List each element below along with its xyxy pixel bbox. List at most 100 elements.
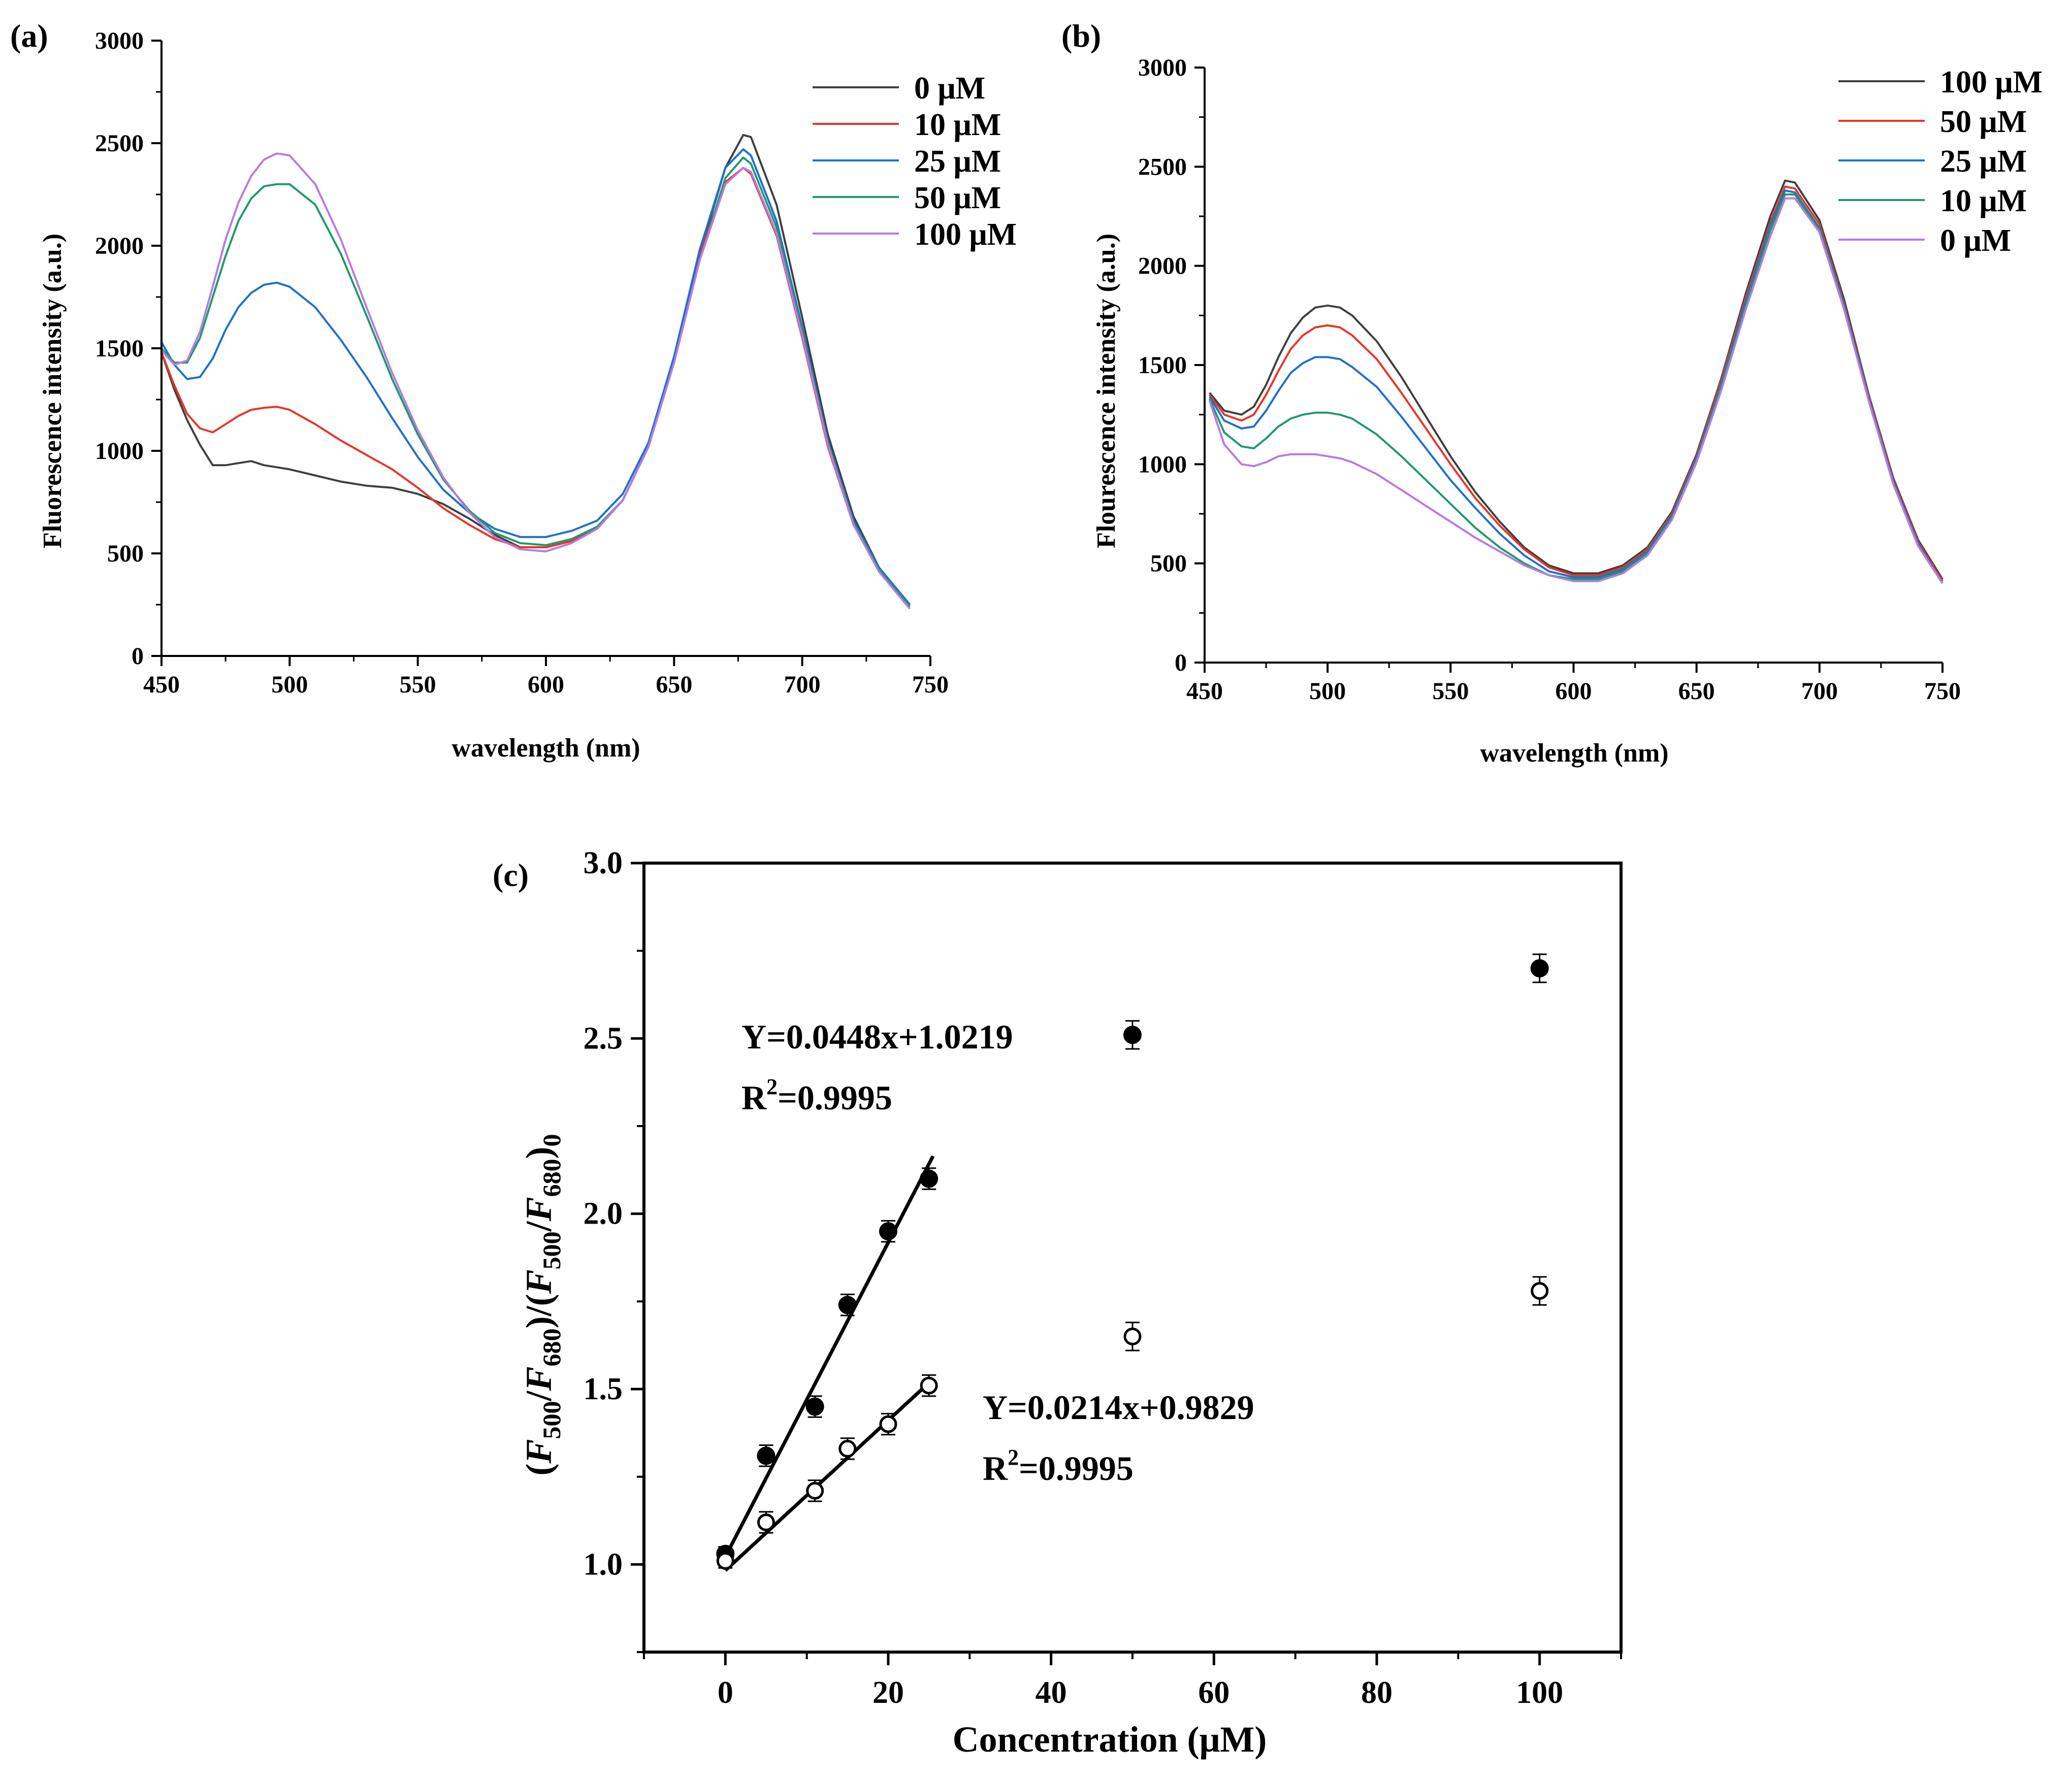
ylabel-part-10: F — [519, 1197, 559, 1222]
y-tick-label-c-4: 3.0 — [584, 846, 623, 880]
y-tick-label-b-2: 1000 — [1138, 451, 1187, 478]
point-open-3 — [838, 1439, 857, 1458]
legend-label-b-4: 0 μM — [1940, 223, 2011, 258]
point-filled-4 — [879, 1222, 897, 1241]
y-tick-label-a-1: 500 — [107, 540, 144, 567]
ylabel-part-6: )/( — [519, 1294, 559, 1329]
eq-filled-line1: Y=0.0448x+1.0219 — [741, 1017, 1013, 1056]
series-line-b-0 — [1209, 179, 1944, 580]
y-tick-label-b-4: 2000 — [1138, 253, 1187, 280]
x-tick-label-b-5: 700 — [1801, 678, 1838, 705]
y-tick-label-a-3: 1500 — [95, 335, 144, 362]
y-tick-label-a-6: 3000 — [95, 27, 144, 54]
point-open-4 — [879, 1415, 897, 1433]
legend-label-a-0: 0 μM — [914, 71, 985, 106]
legend-label-b-0: 100 μM — [1940, 65, 2043, 100]
y-tick-label-a-5: 2500 — [95, 130, 144, 157]
y-tick-label-c-0: 1.0 — [584, 1547, 623, 1582]
fit-line-filled — [724, 1155, 935, 1558]
point-filled-7 — [1530, 959, 1549, 978]
ylabel-part-3: / — [519, 1391, 559, 1402]
y-tick-label-a-2: 1000 — [95, 438, 144, 465]
x-tick-label-b-0: 450 — [1186, 678, 1223, 705]
panel-c-chart: (c) Concentration (μM) (F500/F680)/(F500… — [493, 846, 1623, 1760]
x-tick-label-a-3: 600 — [528, 671, 564, 698]
legend-label-b-3: 10 μM — [1940, 184, 2027, 218]
series-line-b-3 — [1208, 193, 1944, 584]
eq-filled-r2-sup: 2 — [766, 1074, 778, 1099]
panel-a-xlabel: wavelength (nm) — [451, 734, 640, 763]
y-tick-label-a-0: 0 — [132, 643, 144, 670]
x-tick-label-a-5: 700 — [784, 671, 821, 698]
panel-a-label: (a) — [10, 18, 48, 54]
ylabel-part-1: F — [519, 1439, 559, 1464]
panel-b-chart: (b) wavelength (nm) Flourescence intensi… — [1061, 18, 2043, 768]
ylabel-part-0: ( — [519, 1464, 559, 1476]
plot-frame — [642, 862, 1623, 1654]
eq-open-r2: R2=0.9995 — [983, 1445, 1134, 1488]
series-line-a-1 — [160, 167, 911, 608]
point-filled-2 — [805, 1397, 824, 1416]
series-line-a-4 — [160, 152, 911, 610]
y-tick-label-b-5: 2500 — [1138, 153, 1187, 180]
x-tick-label-b-2: 550 — [1432, 678, 1469, 705]
x-tick-label-c-4: 80 — [1361, 1675, 1393, 1710]
y-tick-label-b-0: 0 — [1175, 649, 1187, 676]
x-tick-label-b-4: 650 — [1678, 678, 1715, 705]
point-open-5 — [920, 1376, 938, 1395]
series-line-a-2 — [160, 148, 911, 606]
x-tick-label-c-0: 0 — [718, 1675, 733, 1710]
panel-a-chart: (a) wavelength (nm) Fluorescence intensi… — [10, 18, 1017, 763]
panel-c-ylabel: (F500/F680)/(F500/F680)0 — [519, 1134, 566, 1475]
eq-open-r2-value: =0.9995 — [1019, 1449, 1134, 1488]
panel-b-ylabel: Flourescence intensity (a.u.) — [1092, 234, 1121, 548]
ylabel-part-5: 680 — [537, 1328, 566, 1366]
x-tick-label-b-3: 600 — [1556, 678, 1592, 705]
eq-open-line1: Y=0.0214x+0.9829 — [983, 1388, 1254, 1427]
ylabel-part-8: 500 — [537, 1231, 566, 1269]
series-line-b-4 — [1208, 197, 1944, 584]
point-open-7 — [1531, 1282, 1549, 1300]
x-tick-label-c-3: 60 — [1198, 1675, 1229, 1710]
eq-open-r2-sup: 2 — [1008, 1445, 1019, 1470]
ylabel-part-13: 0 — [537, 1134, 566, 1146]
x-tick-label-a-6: 750 — [912, 671, 949, 698]
y-tick-label-b-3: 1500 — [1138, 352, 1187, 379]
y-tick-label-a-4: 2000 — [95, 233, 144, 259]
panel-a-ylabel: Fluorescence intensity (a.u.) — [38, 234, 67, 548]
point-open-1 — [757, 1513, 775, 1531]
ylabel-part-7: F — [519, 1269, 559, 1294]
y-tick-label-b-1: 500 — [1150, 550, 1187, 577]
series-line-a-3 — [160, 156, 911, 608]
ylabel-part-2: 500 — [537, 1401, 566, 1439]
x-tick-label-a-0: 450 — [143, 671, 180, 698]
fit-line-open — [724, 1377, 934, 1572]
series-line-b-2 — [1208, 189, 1944, 584]
x-tick-label-c-2: 40 — [1035, 1675, 1067, 1710]
y-tick-label-c-2: 2.0 — [584, 1197, 623, 1231]
x-tick-label-c-1: 20 — [872, 1675, 904, 1710]
ylabel-part-11: 680 — [537, 1159, 566, 1197]
eq-filled-r2: R2=0.9995 — [741, 1074, 892, 1117]
legend-label-b-1: 50 μM — [1940, 105, 2027, 139]
legend-label-a-3: 50 μM — [914, 181, 1001, 215]
legend-label-a-2: 25 μM — [914, 144, 1001, 179]
legend-label-a-4: 100 μM — [914, 217, 1017, 252]
eq-filled-r2-prefix: R — [741, 1078, 767, 1117]
point-filled-6 — [1123, 1026, 1142, 1044]
x-tick-label-b-1: 500 — [1309, 678, 1346, 705]
ylabel-part-4: F — [519, 1366, 559, 1391]
point-filled-5 — [920, 1169, 938, 1188]
panel-c-xlabel: Concentration (μM) — [953, 1719, 1267, 1760]
eq-open-r2-prefix: R — [983, 1449, 1008, 1488]
legend-label-b-2: 25 μM — [1940, 144, 2027, 179]
panel-c-label: (c) — [493, 857, 529, 893]
x-tick-label-b-6: 750 — [1924, 678, 1961, 705]
ylabel-part-12: ) — [519, 1146, 559, 1159]
x-tick-label-a-2: 550 — [400, 671, 436, 698]
y-tick-label-c-3: 2.5 — [584, 1021, 623, 1056]
series-line-b-1 — [1209, 185, 1944, 582]
point-filled-1 — [757, 1446, 775, 1465]
y-tick-label-b-6: 3000 — [1138, 54, 1187, 81]
